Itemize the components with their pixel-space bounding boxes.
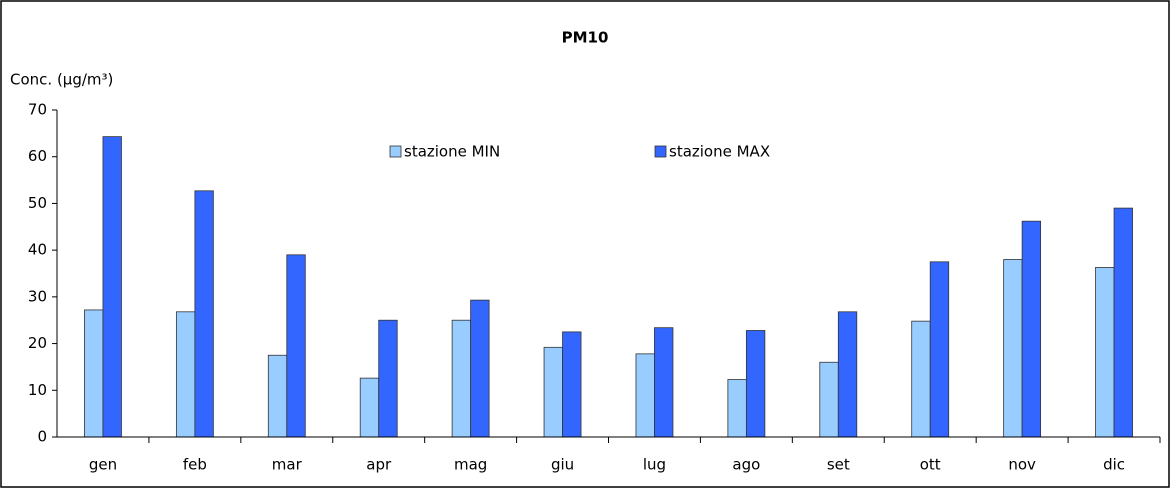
bar (267, 354, 288, 438)
y-tick-label: 60 (28, 147, 47, 165)
y-tick-label: 30 (28, 287, 47, 305)
bar (1113, 207, 1133, 438)
bar (175, 311, 196, 438)
bar (911, 320, 931, 438)
bar (562, 331, 582, 438)
x-tick-label: mag (454, 456, 487, 474)
bar (727, 379, 747, 438)
bar (635, 353, 655, 438)
bar (1003, 259, 1023, 438)
legend-label: stazione MIN (404, 143, 500, 161)
x-tick-label: mar (272, 456, 303, 474)
x-tick-label: giu (551, 456, 574, 474)
x-tick-label: feb (183, 456, 207, 474)
bar (84, 309, 104, 438)
x-tick-label: ott (920, 456, 941, 474)
bar (470, 299, 490, 438)
bar (451, 319, 472, 438)
bar (929, 261, 950, 438)
x-tick-label: ago (732, 456, 760, 474)
bar (102, 136, 122, 438)
bar (654, 327, 674, 438)
x-tick-label: nov (1008, 456, 1036, 474)
y-tick-label: 10 (28, 381, 47, 399)
y-tick-label: 40 (28, 241, 47, 259)
bar (378, 319, 398, 438)
y-tick-label: 0 (37, 428, 47, 446)
bar (1095, 267, 1115, 438)
x-tick-label: set (827, 456, 850, 474)
x-tick-label: apr (366, 456, 392, 474)
legend-swatch (389, 145, 402, 158)
bar (745, 330, 766, 438)
bar (819, 361, 839, 438)
x-tick-label: lug (643, 456, 666, 474)
x-tick-label: gen (89, 456, 117, 474)
bar (1021, 220, 1042, 438)
bar (837, 311, 858, 438)
chart-title: PM10 (562, 29, 609, 47)
y-tick-label: 70 (28, 101, 47, 119)
legend-label: stazione MAX (669, 143, 770, 161)
legend-swatch (654, 145, 667, 158)
bar (543, 346, 563, 438)
bar (194, 190, 214, 438)
bar (286, 254, 306, 438)
bar (359, 377, 380, 438)
y-tick-label: 50 (28, 194, 47, 212)
y-tick-label: 20 (28, 334, 47, 352)
x-tick-label: dic (1103, 456, 1125, 474)
y-axis-label: Conc. (µg/m³) (10, 71, 113, 89)
